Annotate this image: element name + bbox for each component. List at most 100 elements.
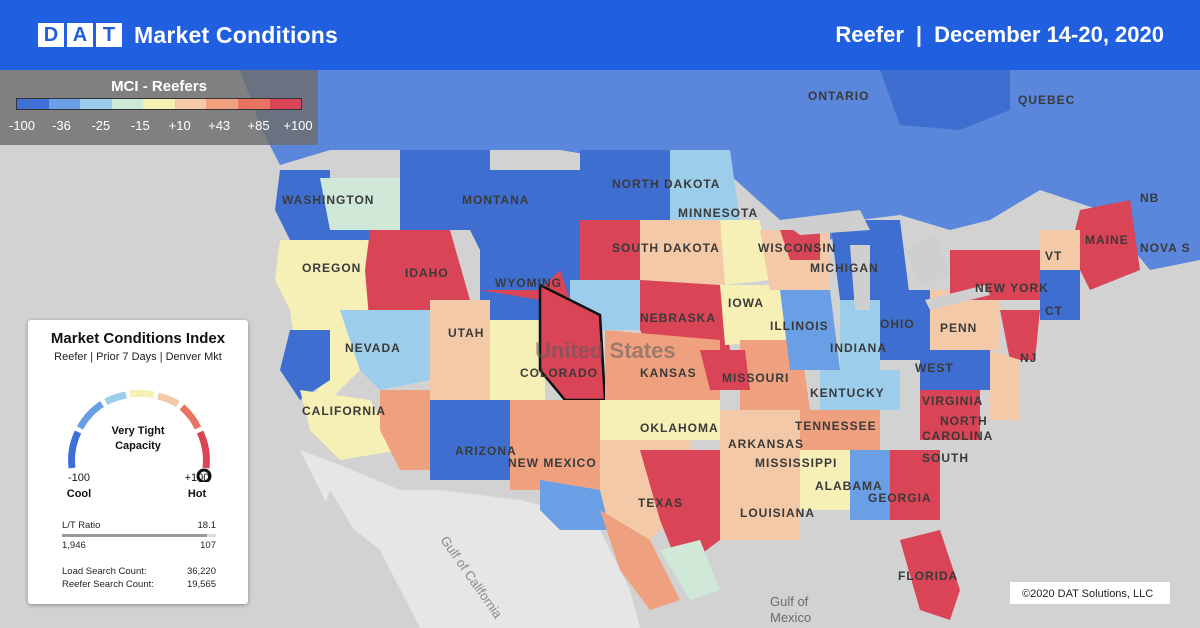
state-oklahoma [600,400,720,440]
gauge-needle-dot [196,468,212,482]
label-texas: TEXAS [638,496,683,510]
label-illinois: ILLINOIS [770,319,829,333]
legend-swatch [17,99,49,109]
loads-trucks-row: 1,946 107 [62,540,216,551]
state-mississippi [800,450,850,510]
region-nm-south [540,480,610,530]
state-texas-south [600,510,680,610]
state-montana [440,170,580,250]
label-south-dakota: SOUTH DAKOTA [612,241,720,255]
lt-ratio-row: L/T Ratio 18.1 [62,520,216,531]
region-ca-coast [280,330,330,400]
card-title: Market Conditions Index [50,330,226,347]
label-colorado: COLORADO [520,366,598,380]
region-utah-east [490,320,545,400]
header-separator: | [915,22,923,47]
label-wyoming: WYOMING [495,276,562,290]
state-south-dakota [580,220,640,280]
label-gulf-of-mexico-1: Gulf of [770,594,809,609]
label-nj: NJ [1020,351,1037,365]
lt-ratio-value: 18.1 [197,520,217,531]
legend-ticks: -100 -36 -25 -15 +10 +43 +85 +100 [0,118,318,138]
gauge-seg-2 [76,401,105,430]
lt-ratio-bar [62,534,216,537]
legend-tick: -100 [8,118,36,133]
label-georgia: GEORGIA [868,491,932,505]
legend-tick: -36 [52,118,71,133]
legend-color-bar [16,98,302,110]
trucks-count: 107 [200,540,216,551]
legend-tick: +85 [247,118,270,133]
state-minnesota [720,220,770,285]
label-new-mexico: NEW MEXICO [508,456,597,470]
legend-title: MCI - Reefers [111,78,207,95]
label-florida: FLORIDA [898,569,958,583]
region-ca-south [380,390,430,470]
card-subtitle: Reefer | Prior 7 Days | Denver Mkt [54,351,222,363]
label-ontario: ONTARIO [808,89,869,103]
legend-swatch [80,99,112,109]
state-new-jersey [1000,310,1040,360]
state-new-mexico [510,400,600,490]
load-search-row: Load Search Count: 36,220 [62,566,216,577]
gauge-max-value: +100 [184,472,210,484]
label-nova-scotia: NOVA S [1140,241,1191,255]
legend-swatch [269,99,302,109]
state-ohio [880,290,930,360]
gauge-min-value: -100 [67,472,91,484]
label-gulf-of-mexico-2: Mexico [770,610,811,625]
state-nevada [340,310,430,390]
region-sd-east [640,220,725,285]
lt-ratio-bar-fill [62,534,207,537]
label-wisconsin: WISCONSIN [758,241,836,255]
logo-letter: A [67,23,93,47]
label-nb: NB [1140,191,1159,205]
gauge-seg-7 [196,430,210,469]
lt-ratio-label: L/T Ratio [62,520,101,531]
logo-letter: T [96,23,122,47]
state-arizona [430,400,510,480]
legend-tick: -15 [130,118,150,133]
gauge-min: -100 Cool [64,472,94,500]
label-carolina: CAROLINA [922,429,993,443]
label-mississippi: MISSISSIPPI [755,456,837,470]
legend-tick: +10 [168,118,191,133]
legend-swatch [206,99,238,109]
label-maine: MAINE [1085,233,1129,247]
logo-letter: D [38,23,64,47]
gauge-seg-1 [68,430,82,469]
state-new-york [950,250,1040,300]
state-kentucky [820,370,900,410]
header-info: Reefer | December 14-20, 2020 [835,22,1164,48]
page-title: Market Conditions [134,21,339,48]
label-washington: WASHINGTON [282,193,374,207]
legend-swatch [237,99,270,109]
mci-legend: MCI - Reefers -100 -36 -25 -15 +10 +43 +85 +100 [0,70,318,145]
baja-water [320,490,400,628]
gauge-min-label: Cool [66,488,92,500]
label-ct: CT [1045,304,1063,318]
state-indiana [840,300,880,370]
state-utah [430,300,490,400]
lake-erie [925,285,990,310]
gauge-seg-6 [179,404,202,430]
gauge-max: +100 Hot [180,472,214,500]
label-idaho: IDAHO [405,266,449,280]
region-texas-coast [660,540,720,600]
label-michigan: MICHIGAN [810,261,879,275]
gauge-seg-4 [129,389,155,399]
lake-superior [780,210,870,235]
gauge-status-line1: Very Tight [111,425,165,437]
state-alabama [850,450,890,520]
label-united-states: United States [535,338,676,363]
label-arizona: ARIZONA [455,444,517,458]
state-arkansas [720,410,800,470]
quebec-north [880,70,1010,130]
mexico-region [300,450,640,628]
label-alabama: ALABAMA [815,479,883,493]
region-wi-red [780,230,820,260]
state-nebraska [640,280,730,350]
legend-tick: -25 [91,118,111,133]
state-california [300,390,400,460]
label-north-dakota: NORTH DAKOTA [612,177,720,191]
